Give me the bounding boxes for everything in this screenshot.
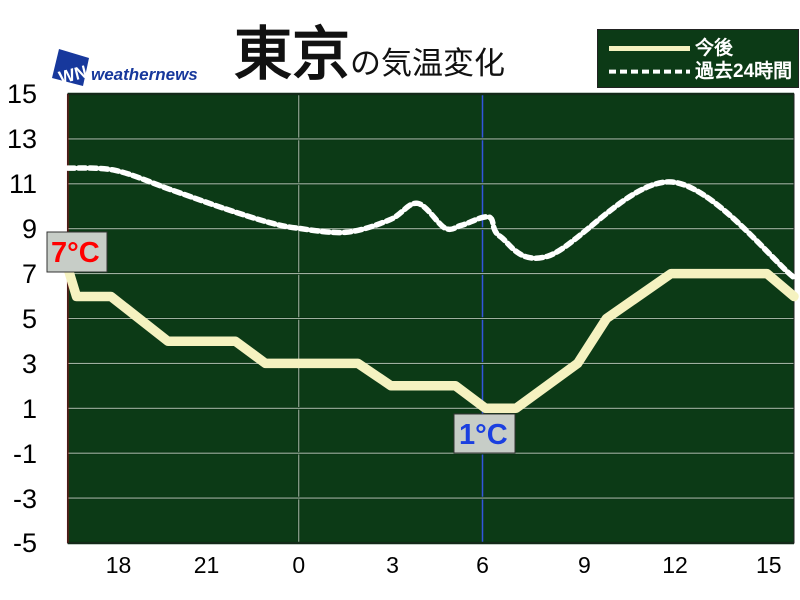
svg-text:weathernews: weathernews bbox=[91, 65, 198, 84]
